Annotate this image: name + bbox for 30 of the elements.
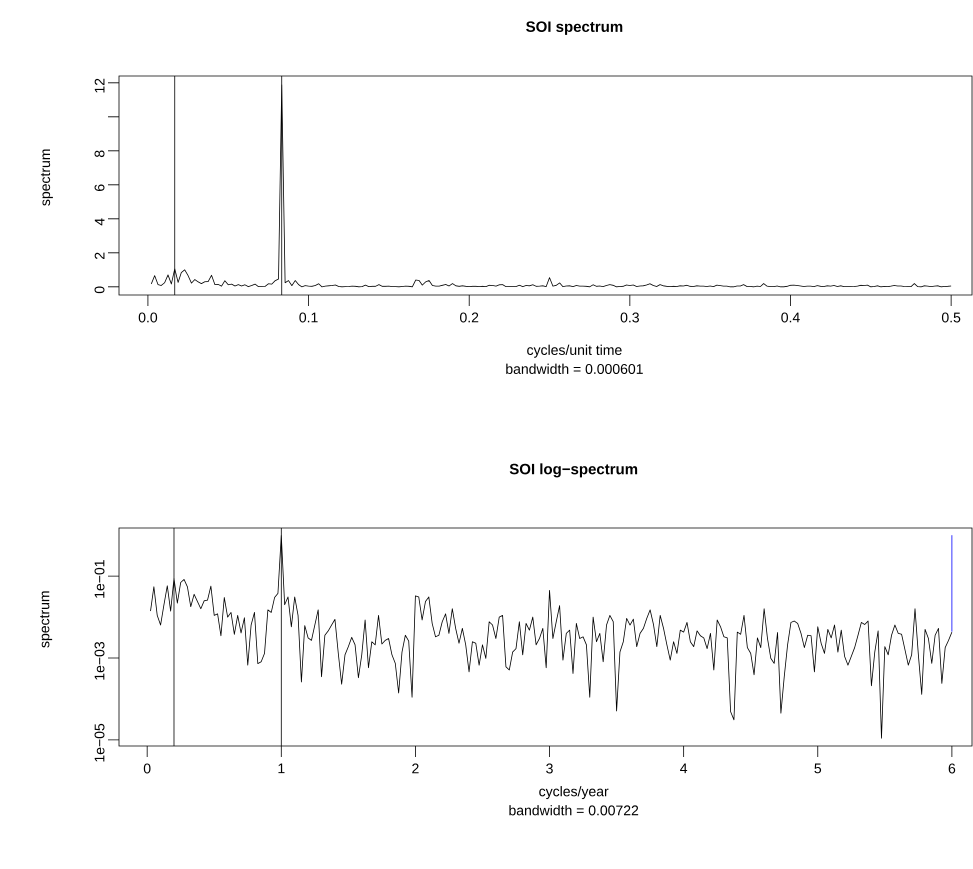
x-tick-label: 4 [680, 764, 688, 774]
x-tick-label: 0.3 [620, 312, 639, 322]
y-tick-label: 1e−05 [94, 724, 104, 762]
x-tick-label: 0 [144, 764, 151, 774]
x-tick-label: 2 [412, 764, 419, 774]
x-tick-label: 6 [948, 764, 956, 774]
x-tick-label: 0.4 [781, 312, 800, 322]
y-tick-label: 8 [94, 150, 104, 158]
x-tick-label: 3 [546, 764, 553, 774]
y-tick-label: 1e−03 [94, 642, 104, 680]
y-axis-title: spectrum [40, 591, 52, 648]
x-axis-title: cycles/year [539, 786, 608, 800]
x-tick-label: 0.0 [138, 312, 158, 322]
x-tick-label: 5 [814, 764, 822, 774]
y-tick-label: 0 [94, 286, 104, 294]
y-tick-label: 12 [94, 78, 104, 93]
x-tick-label: 0.1 [299, 312, 318, 322]
chart-title: SOI spectrum [526, 21, 622, 35]
x-tick-label: 0.2 [460, 312, 478, 322]
text: bandwidth = 0.000601 [506, 364, 643, 374]
y-tick-label: 4 [94, 218, 104, 226]
y-tick-label: 1e−01 [94, 560, 104, 598]
y-axis-title: spectrum [40, 149, 53, 206]
y-tick-label: 2 [94, 252, 104, 260]
chart-title: SOI log−spectrum [510, 463, 638, 478]
y-tick-label: 6 [94, 184, 104, 191]
text: bandwidth = 0.00722 [509, 805, 638, 816]
x-tick-label: 1 [278, 764, 284, 774]
x-tick-label: 0.5 [942, 312, 960, 322]
x-axis-title: cycles/unit time [527, 344, 622, 358]
